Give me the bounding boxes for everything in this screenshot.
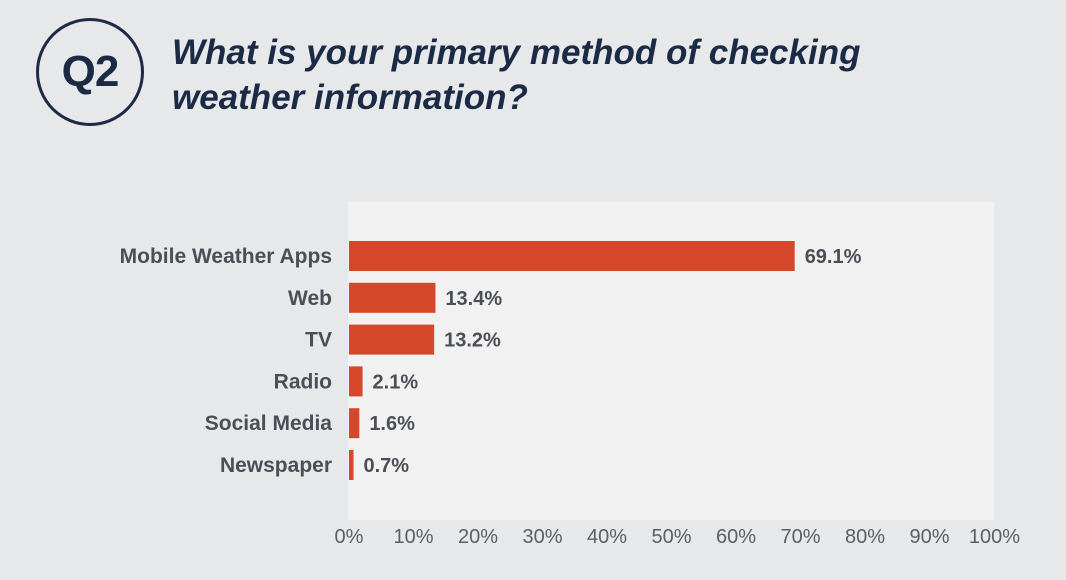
- bar-radio: [349, 366, 363, 397]
- bar-tv: [349, 324, 435, 355]
- bar-newspaper: [349, 450, 354, 480]
- value-label-newspaper: 0.7%: [364, 455, 410, 477]
- value-label-radio: 2.1%: [373, 371, 419, 393]
- value-label-social-media: 1.6%: [369, 413, 415, 435]
- bars-group: [349, 241, 795, 480]
- x-tick-label-100: 100%: [969, 526, 1020, 548]
- x-tick-label-10: 10%: [393, 526, 433, 548]
- question-title: What is your primary method of checking …: [172, 33, 861, 117]
- x-tick-label-0: 0%: [335, 526, 364, 548]
- x-tick-label-40: 40%: [587, 526, 627, 548]
- x-tick-label-20: 20%: [458, 526, 498, 548]
- category-label-radio: Radio: [274, 370, 332, 393]
- category-label-mobile-weather-apps: Mobile Weather Apps: [120, 245, 332, 268]
- category-labels-group: Mobile Weather Apps Web TV Radio Social Medi…: [120, 245, 333, 477]
- x-tick-label-60: 60%: [716, 526, 756, 548]
- category-label-web: Web: [288, 287, 332, 310]
- bar-social-media: [349, 408, 360, 439]
- category-label-newspaper: Newspaper: [220, 454, 332, 477]
- x-tick-label-50: 50%: [651, 526, 691, 548]
- bar-web: [349, 282, 436, 313]
- category-label-tv: TV: [305, 329, 332, 352]
- x-tick-label-90: 90%: [909, 526, 949, 548]
- value-label-web: 13.4%: [445, 288, 502, 310]
- bar-mobile-weather-apps: [349, 241, 795, 271]
- value-labels-group: 69.1% 13.4% 13.2% 2.1% 1.6% 0.7%: [364, 246, 862, 477]
- x-tick-label-80: 80%: [845, 526, 885, 548]
- x-axis-ticks-group: 0% 10% 20% 30% 40% 50% 60% 70% 80% 90% 100%: [335, 526, 1021, 548]
- category-label-social-media: Social Media: [205, 412, 333, 435]
- value-label-mobile-weather-apps: 69.1%: [805, 246, 862, 268]
- question-number-badge: Q2: [36, 18, 144, 126]
- x-tick-label-30: 30%: [522, 526, 562, 548]
- value-label-tv: 13.2%: [444, 330, 501, 352]
- x-tick-label-70: 70%: [780, 526, 820, 548]
- question-number: Q2: [61, 47, 120, 96]
